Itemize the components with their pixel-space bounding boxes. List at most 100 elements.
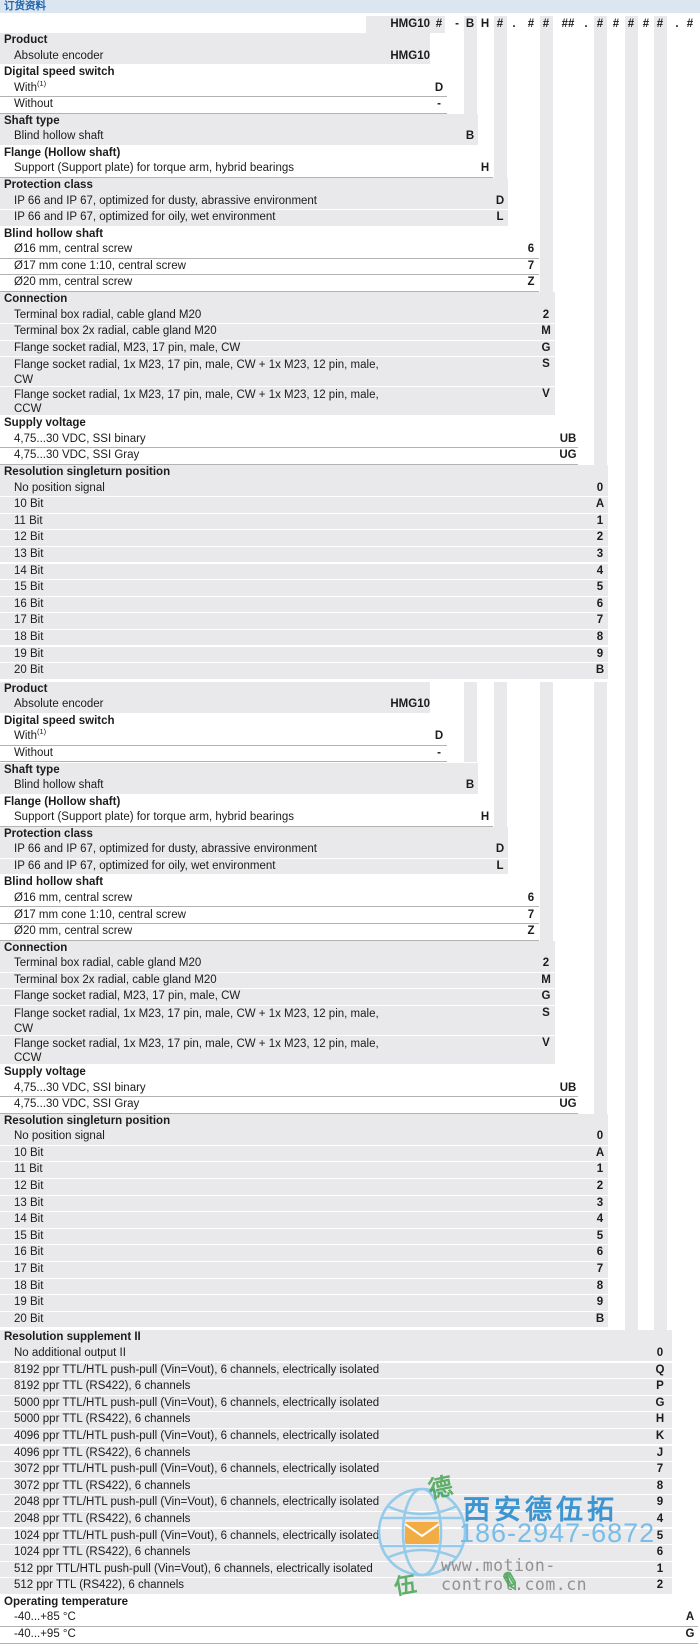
option-row: 19 Bit 9	[0, 646, 608, 663]
option-code: A	[595, 498, 605, 511]
option-row: Ø20 mm, central screw Z	[0, 275, 539, 292]
column-stripe	[539, 681, 553, 941]
option-row: 8192 ppr TTL (RS422), 6 channels P	[0, 1379, 672, 1395]
option-code: B	[465, 779, 475, 791]
option-row: 13 Bit 3	[0, 546, 608, 563]
option-code: 5	[596, 1229, 604, 1242]
option-row: Ø17 mm cone 1:10, central screw 7	[0, 908, 539, 925]
code-header-symbol: .	[584, 18, 588, 30]
option-label: Ø20 mm, central screw	[14, 276, 133, 289]
option-label: 20 Bit	[14, 1312, 44, 1325]
option-code: G	[541, 341, 551, 354]
option-row: 512 ppr TTL/HTL push-pull (Vin=Vout), 6 …	[0, 1561, 672, 1578]
option-label: 3072 ppr TTL/HTL push-pull (Vin=Vout), 6…	[14, 1463, 380, 1476]
code-header-symbol: #	[656, 18, 664, 30]
option-code: B	[595, 1312, 605, 1325]
option-row: 4096 ppr TTL/HTL push-pull (Vin=Vout), 6…	[0, 1428, 672, 1445]
option-row: 4,75...30 VDC, SSI Gray UG	[0, 448, 578, 465]
option-label: 5000 ppr TTL/HTL push-pull (Vin=Vout), 6…	[14, 1396, 380, 1409]
option-label: No additional output II	[14, 1346, 126, 1359]
option-row: 15 Bit 5	[0, 1228, 608, 1245]
option-label: 4,75...30 VDC, SSI binary	[14, 1081, 146, 1094]
option-code: 7	[527, 259, 535, 272]
option-code: UG	[559, 1098, 577, 1111]
option-code: 2	[596, 531, 604, 544]
option-code: Z	[527, 925, 535, 938]
option-row: Ø16 mm, central screw 6	[0, 891, 539, 908]
code-header-symbol: ##	[561, 18, 575, 30]
option-row: 8192 ppr TTL/HTL push-pull (Vin=Vout), 6…	[0, 1362, 672, 1379]
option-row: 3072 ppr TTL (RS422), 6 channels 8	[0, 1478, 672, 1495]
option-label: 1024 ppr TTL (RS422), 6 channels	[14, 1546, 191, 1559]
option-row: IP 66 and IP 67, optimized for dusty, ab…	[0, 193, 508, 210]
option-row: 4,75...30 VDC, SSI Gray UG	[0, 1097, 578, 1114]
option-label: Support (Support plate) for torque arm, …	[14, 811, 294, 824]
option-label: No position signal	[14, 1130, 105, 1143]
order-code-prefix: HMG10	[390, 18, 430, 30]
option-code: UB	[559, 432, 577, 445]
option-code: S	[542, 358, 550, 371]
option-code: 2	[542, 957, 550, 970]
section-header: Digital speed switch	[4, 714, 115, 727]
section-header: Shaft type	[0, 113, 478, 130]
option-row: Support (Support plate) for torque arm, …	[0, 161, 493, 178]
option-row: Flange socket radial, M23, 17 pin, male,…	[0, 340, 555, 357]
option-label: 18 Bit	[14, 630, 44, 643]
option-code: 2	[596, 1180, 604, 1192]
section-header: Product	[0, 33, 430, 49]
option-row: Blind hollow shaft B	[0, 129, 478, 145]
option-row: No position signal 0	[0, 1129, 608, 1145]
column-stripe	[493, 16, 507, 178]
option-label: Without	[14, 746, 53, 759]
option-row: Absolute encoder HMG10	[0, 48, 430, 65]
option-code: A	[595, 1146, 605, 1159]
column-stripe	[593, 681, 607, 1114]
section-header: Resolution singleturn position	[0, 465, 608, 481]
option-label: IP 66 and IP 67, optimized for dusty, ab…	[14, 194, 318, 207]
option-code: 6	[527, 243, 535, 256]
option-label: Ø16 mm, central screw	[14, 243, 133, 256]
code-header-symbol: #	[642, 18, 650, 30]
option-row: 2048 ppr TTL/HTL push-pull (Vin=Vout), 6…	[0, 1495, 672, 1511]
option-code: M	[541, 325, 551, 338]
option-label: 13 Bit	[14, 1196, 44, 1209]
option-row: Flange socket radial, 1x M23, 17 pin, ma…	[0, 386, 555, 416]
option-code: 1	[656, 1562, 664, 1575]
option-label: 14 Bit	[14, 564, 44, 577]
option-label: 11 Bit	[14, 514, 43, 527]
column-stripe	[463, 681, 477, 763]
option-label: 512 ppr TTL/HTL push-pull (Vin=Vout), 6 …	[14, 1562, 373, 1575]
option-row: 17 Bit 7	[0, 613, 608, 629]
code-header-cell	[366, 16, 445, 33]
option-code: L	[496, 211, 504, 224]
option-row: No position signal 0	[0, 480, 608, 497]
option-label: 13 Bit	[14, 547, 44, 560]
option-row: 3072 ppr TTL/HTL push-pull (Vin=Vout), 6…	[0, 1462, 672, 1478]
option-row: With(1) D	[0, 727, 447, 746]
option-code: B	[595, 664, 605, 677]
option-code: 5	[596, 581, 604, 594]
option-label: 8192 ppr TTL (RS422), 6 channels	[14, 1380, 191, 1393]
option-label: Terminal box radial, cable gland M20	[14, 308, 202, 321]
option-row: 15 Bit 5	[0, 580, 608, 596]
option-label: 18 Bit	[14, 1279, 44, 1292]
option-row: 12 Bit 2	[0, 530, 608, 546]
section-header: Protection class	[0, 826, 508, 843]
option-label: 4,75...30 VDC, SSI Gray	[14, 1098, 140, 1111]
option-label: 10 Bit	[14, 498, 44, 511]
option-row: 11 Bit 1	[0, 513, 608, 530]
option-code: 6	[596, 597, 604, 610]
section-header: Protection class	[0, 178, 508, 194]
footnote-marker: (1)	[37, 727, 47, 737]
option-code: 1	[596, 514, 604, 527]
option-code: 6	[527, 891, 535, 904]
option-row: -40...+85 °C A	[0, 1610, 698, 1627]
option-row: 14 Bit 4	[0, 563, 608, 580]
option-code: 5	[656, 1529, 664, 1542]
option-label: 2048 ppr TTL (RS422), 6 channels	[14, 1512, 191, 1525]
option-row: IP 66 and IP 67, optimized for oily, wet…	[0, 858, 508, 875]
option-code: UG	[559, 449, 577, 462]
option-row: 20 Bit B	[0, 663, 608, 679]
option-row: Terminal box 2x radial, cable gland M20 M	[0, 324, 555, 340]
section-header: Resolution supplement II	[0, 1330, 672, 1346]
